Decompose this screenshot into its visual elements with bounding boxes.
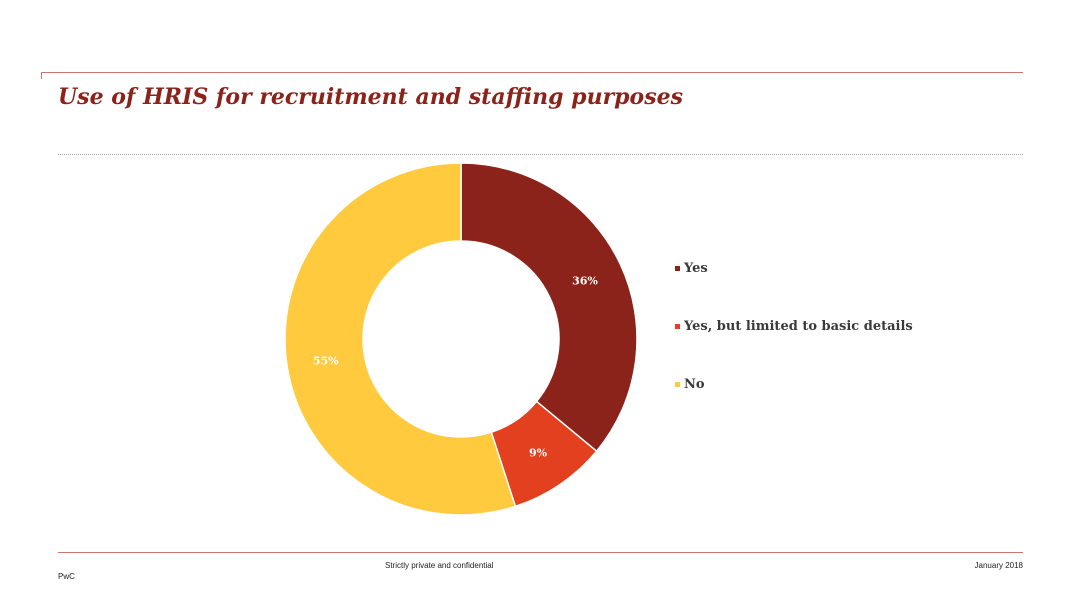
legend-label-no: No — [684, 376, 705, 392]
legend-item-yes: Yes — [675, 258, 913, 278]
legend-swatch-yes — [675, 265, 680, 271]
frame-top-rule — [41, 72, 1023, 73]
data-label-yes-limited: 9% — [529, 446, 548, 459]
chart-legend: Yes Yes, but limited to basic details No — [675, 258, 913, 432]
data-label-no: 55% — [313, 354, 339, 367]
frame-corner-tick — [41, 72, 42, 79]
donut-slice-yes — [460, 162, 638, 453]
title-divider — [58, 154, 1023, 155]
footer-date: January 2018 — [974, 561, 1023, 570]
legend-label-yes: Yes — [684, 260, 708, 276]
footer-brand: PwC — [58, 572, 75, 581]
legend-label-yes-limited: Yes, but limited to basic details — [684, 318, 913, 334]
page-title: Use of HRIS for recruitment and staffing… — [58, 84, 683, 110]
donut-data-labels: 36% 9% 55% — [313, 275, 599, 460]
legend-item-no: No — [675, 374, 913, 394]
legend-swatch-no — [675, 381, 680, 387]
donut-slices — [284, 162, 638, 516]
footer-rule — [58, 552, 1023, 553]
donut-slice-no — [284, 162, 517, 516]
data-label-yes: 36% — [572, 275, 598, 288]
legend-item-yes-limited: Yes, but limited to basic details — [675, 316, 913, 336]
legend-swatch-yes-limited — [675, 323, 680, 329]
footer-confidentiality: Strictly private and confidential — [385, 561, 494, 570]
